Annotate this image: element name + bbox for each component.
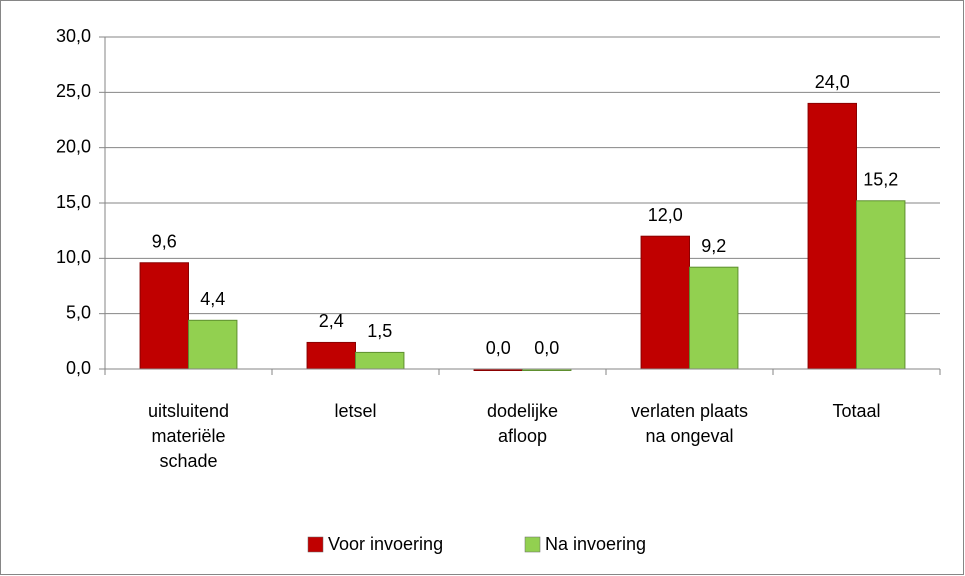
- x-tick-label: verlaten plaats na ongeval: [630, 401, 749, 446]
- data-label: 1,5: [367, 321, 392, 341]
- data-label: 4,4: [200, 289, 225, 309]
- y-tick-label: 25,0: [56, 81, 91, 101]
- legend-label: Na invoering: [545, 534, 646, 554]
- data-label: 9,6: [152, 232, 177, 252]
- bar: [640, 235, 691, 370]
- bar: [188, 319, 238, 370]
- bar: [306, 341, 357, 370]
- y-tick-label: 15,0: [56, 192, 91, 212]
- y-tick-label: 0,0: [66, 358, 91, 378]
- data-label: 12,0: [648, 205, 683, 225]
- x-tick-label: dodelijke afloop: [486, 401, 559, 446]
- data-label: 24,0: [815, 72, 850, 92]
- x-tick-label: Totaal: [832, 401, 881, 421]
- data-label: 0,0: [486, 338, 511, 358]
- bar: [139, 262, 190, 370]
- data-label: 15,2: [863, 170, 898, 190]
- x-tick-label: letsel: [334, 401, 377, 421]
- y-tick-label: 30,0: [56, 26, 91, 46]
- legend-label: Voor invoering: [328, 534, 443, 554]
- bar: [856, 200, 906, 370]
- legend-swatch: [524, 536, 541, 553]
- bar: [689, 266, 739, 370]
- data-label: 0,0: [534, 338, 559, 358]
- bar: [807, 102, 858, 370]
- data-label: 2,4: [319, 311, 344, 331]
- y-tick-label: 20,0: [56, 136, 91, 156]
- x-tick-label: uitsluitend materiële schade: [147, 401, 230, 471]
- y-tick-label: 5,0: [66, 302, 91, 322]
- legend-swatch: [307, 536, 324, 553]
- y-tick-label: 10,0: [56, 247, 91, 267]
- data-label: 9,2: [701, 236, 726, 256]
- bar: [355, 351, 405, 370]
